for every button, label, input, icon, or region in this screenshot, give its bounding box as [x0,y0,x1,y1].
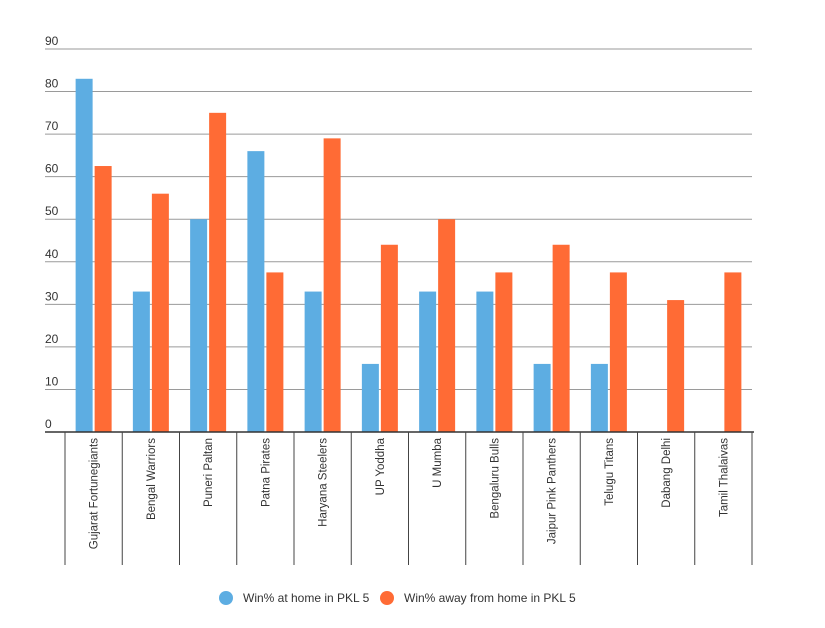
bar-home [590,363,608,432]
y-tick-label: 70 [45,119,59,133]
y-tick-label: 50 [45,204,59,218]
category-label: Bengaluru Bulls [489,438,501,519]
bar-home [247,151,265,432]
legend: Win% at home in PKL 5 Win% away from home… [219,591,576,605]
bar-away [438,219,456,432]
bar-away [209,112,227,432]
y-tick-label: 30 [45,289,59,303]
bar-away [94,166,112,432]
category-label: UP Yoddha [375,437,387,495]
bar-home [361,363,379,432]
bar-home [533,363,551,432]
y-axis-tick-labels: 0 10 20 30 40 50 60 70 80 90 [45,34,59,431]
x-axis [45,431,754,565]
bar-away [552,244,570,432]
y-tick-label: 40 [45,247,59,261]
bar-home [304,291,322,432]
gridlines [45,48,752,390]
bar-away [151,193,169,432]
legend-label: Win% at home in PKL 5 [243,591,370,605]
bar-away [609,272,627,432]
y-tick-label: 90 [45,34,59,48]
bars [75,78,742,433]
category-label: Patna Pirates [260,438,272,507]
category-label: Jaipur Pink Panthers [547,438,559,544]
y-tick-label: 10 [45,374,59,388]
legend-swatch [380,591,394,605]
bar-away [380,244,398,432]
category-labels: Gujarat Fortunegiants Bengal Warriors Pune… [89,437,731,549]
category-label: Telugu Titans [604,438,616,506]
bar-home [476,291,494,432]
category-label: Haryana Steelers [318,438,330,527]
bar-away [495,272,513,432]
legend-swatch [219,591,233,605]
y-tick-label: 80 [45,77,59,91]
legend-label: Win% away from home in PKL 5 [404,591,576,605]
bar-home [190,219,208,432]
y-tick-label: 20 [45,332,59,346]
category-label: U Mumba [432,437,444,487]
y-tick-label: 0 [45,417,52,431]
category-label: Dabang Delhi [661,438,673,508]
bar-away [266,272,284,432]
bar-home [75,78,93,433]
category-label: Gujarat Fortunegiants [89,438,101,549]
bar-away [724,272,742,432]
bar-away [323,138,341,432]
category-label: Tamil Thalaivas [718,438,730,517]
bar-home [419,291,437,432]
bar-home [132,291,150,432]
bar-away [667,300,685,432]
category-label: Bengal Warriors [146,438,158,520]
category-label: Puneri Paltan [203,438,215,507]
y-tick-label: 60 [45,162,59,176]
